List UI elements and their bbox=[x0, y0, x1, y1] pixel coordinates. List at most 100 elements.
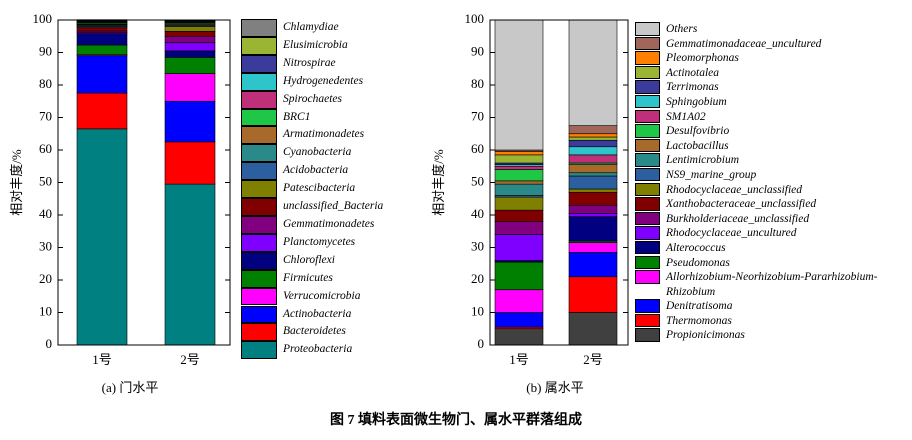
legend-label: Allorhizobium-Neorhizobium-Pararhizobium… bbox=[666, 271, 878, 298]
y-tick-label: 20 bbox=[39, 271, 52, 286]
legend-swatch bbox=[635, 226, 660, 240]
legend-item: Xanthobacteraceae_unclassified bbox=[635, 197, 908, 212]
legend-item: Thermomonas bbox=[635, 313, 908, 329]
y-tick-label: 10 bbox=[471, 303, 484, 318]
legend-label: Rhodocyclaceae_uncultured bbox=[666, 227, 797, 240]
legend-label: SM1A02 bbox=[666, 110, 706, 123]
y-tick-label: 60 bbox=[39, 141, 52, 156]
legend-swatch bbox=[241, 251, 277, 270]
bar-segment bbox=[164, 100, 216, 143]
legend-label: Verrucomicrobia bbox=[283, 289, 361, 302]
legend-item: Lactobacillus bbox=[635, 138, 908, 154]
legend-swatch bbox=[635, 109, 660, 124]
figure-caption: 图 7 填料表面微生物门、属水平群落组成 bbox=[330, 411, 582, 428]
legend-item: Burkholderiaceae_unclassified bbox=[635, 211, 908, 227]
legend-swatch bbox=[241, 323, 277, 342]
legend-swatch bbox=[635, 240, 660, 255]
plot-frame bbox=[57, 19, 231, 346]
y-tick-label: 70 bbox=[39, 108, 52, 123]
legend-swatch bbox=[241, 215, 277, 234]
legend-swatch bbox=[241, 269, 277, 288]
legend-swatch bbox=[635, 124, 660, 138]
y-tick-label: 40 bbox=[471, 206, 484, 221]
y-tick-label: 20 bbox=[471, 271, 484, 286]
legend-item: Armatimonadetes bbox=[241, 126, 908, 145]
legend-swatch bbox=[241, 162, 277, 181]
legend-item: SM1A02 bbox=[635, 109, 908, 125]
legend-label: BRC1 bbox=[283, 110, 311, 123]
legend-swatch bbox=[241, 19, 277, 37]
legend-swatch bbox=[241, 108, 277, 127]
legend-swatch bbox=[635, 270, 660, 284]
bar-segment bbox=[164, 73, 216, 102]
bar-segment bbox=[494, 234, 544, 261]
legend-swatch bbox=[635, 255, 660, 269]
legend-label: Acidobacteria bbox=[283, 164, 349, 177]
legend-label: Chlamydiae bbox=[283, 21, 339, 33]
legend-item: Acidobacteria bbox=[241, 162, 908, 181]
y-tick-label: 70 bbox=[471, 108, 484, 123]
legend-item: Lentimicrobium bbox=[635, 153, 908, 168]
legend-label: Armatimonadetes bbox=[283, 128, 365, 141]
legend-label: Alterococcus bbox=[666, 241, 726, 254]
legend-item: Pseudomonas bbox=[635, 255, 908, 271]
bar-segment bbox=[76, 55, 128, 94]
legend-swatch bbox=[241, 36, 277, 55]
legend-label: Proteobacteria bbox=[283, 343, 353, 356]
legend-item: Bacteroidetes bbox=[241, 323, 908, 342]
y-axis-label: 相对丰度/% bbox=[431, 149, 446, 216]
legend-item: Rhodocyclaceae_uncultured bbox=[635, 226, 908, 241]
legend-item: Rhodocyclaceae_unclassified bbox=[635, 182, 908, 198]
y-tick-label: 100 bbox=[465, 11, 485, 26]
legend-swatch bbox=[635, 22, 660, 36]
bar-segment bbox=[494, 261, 544, 291]
legend-label: Burkholderiaceae_unclassified bbox=[666, 212, 810, 225]
bar-segment bbox=[76, 27, 128, 32]
legend-swatch bbox=[241, 198, 277, 216]
y-tick-label: 0 bbox=[46, 336, 53, 351]
bar-segment bbox=[164, 31, 216, 37]
legend-swatch bbox=[241, 287, 277, 306]
bar-segment bbox=[164, 35, 216, 44]
legend-swatch bbox=[241, 305, 277, 324]
legend-label: NS9_marine_group bbox=[666, 168, 757, 181]
y-tick-label: 80 bbox=[471, 76, 484, 91]
bar-segment bbox=[568, 252, 618, 278]
x-tick-label: 1号 bbox=[92, 352, 112, 367]
legend-item: Alterococcus bbox=[635, 240, 908, 256]
y-tick-label: 100 bbox=[33, 11, 53, 26]
y-tick-label: 50 bbox=[471, 173, 484, 188]
legend-item: Pleomorphonas bbox=[635, 51, 908, 66]
legend-item: Spirochaetes bbox=[241, 90, 908, 109]
legend-label: Lentimicrobium bbox=[666, 154, 740, 167]
y-tick-label: 50 bbox=[39, 173, 52, 188]
legend-swatch bbox=[241, 144, 277, 163]
legend-label: unclassified_Bacteria bbox=[283, 200, 384, 213]
legend-label: Gemmatimonadaceae_uncultured bbox=[666, 37, 822, 50]
legend-label: Sphingobium bbox=[666, 95, 727, 108]
legend-item: Chloroflexi bbox=[241, 251, 908, 270]
bar-segment bbox=[568, 276, 618, 313]
legend-swatch bbox=[241, 72, 277, 91]
legend-label: Rhodocyclaceae_unclassified bbox=[666, 183, 803, 196]
legend-item: Proteobacteria bbox=[241, 341, 908, 360]
y-axis-label: 相对丰度/% bbox=[9, 149, 24, 216]
legend: Chlamydiae Elusimicrobia Nitrospirae Hydrog… bbox=[241, 19, 908, 360]
legend-swatch bbox=[635, 299, 660, 313]
y-tick-label: 30 bbox=[471, 238, 484, 253]
legend-swatch bbox=[635, 65, 660, 80]
bar-segment bbox=[164, 57, 216, 74]
legend-item: Hydrogenedentes bbox=[241, 72, 908, 91]
legend-item: Gemmatimonadaceae_uncultured bbox=[635, 36, 908, 52]
legend-label: Thermomonas bbox=[666, 314, 732, 327]
legend-swatch bbox=[635, 36, 660, 51]
legend-item: Nitrospirae bbox=[241, 54, 908, 73]
bar-segment bbox=[164, 50, 216, 58]
bar-segment bbox=[76, 44, 128, 56]
legend-swatch bbox=[635, 153, 660, 167]
legend-label: Denitratisoma bbox=[666, 300, 733, 313]
x-tick-label: 2号 bbox=[180, 352, 200, 367]
legend-item: BRC1 bbox=[241, 108, 908, 127]
y-tick-label: 90 bbox=[39, 43, 52, 58]
